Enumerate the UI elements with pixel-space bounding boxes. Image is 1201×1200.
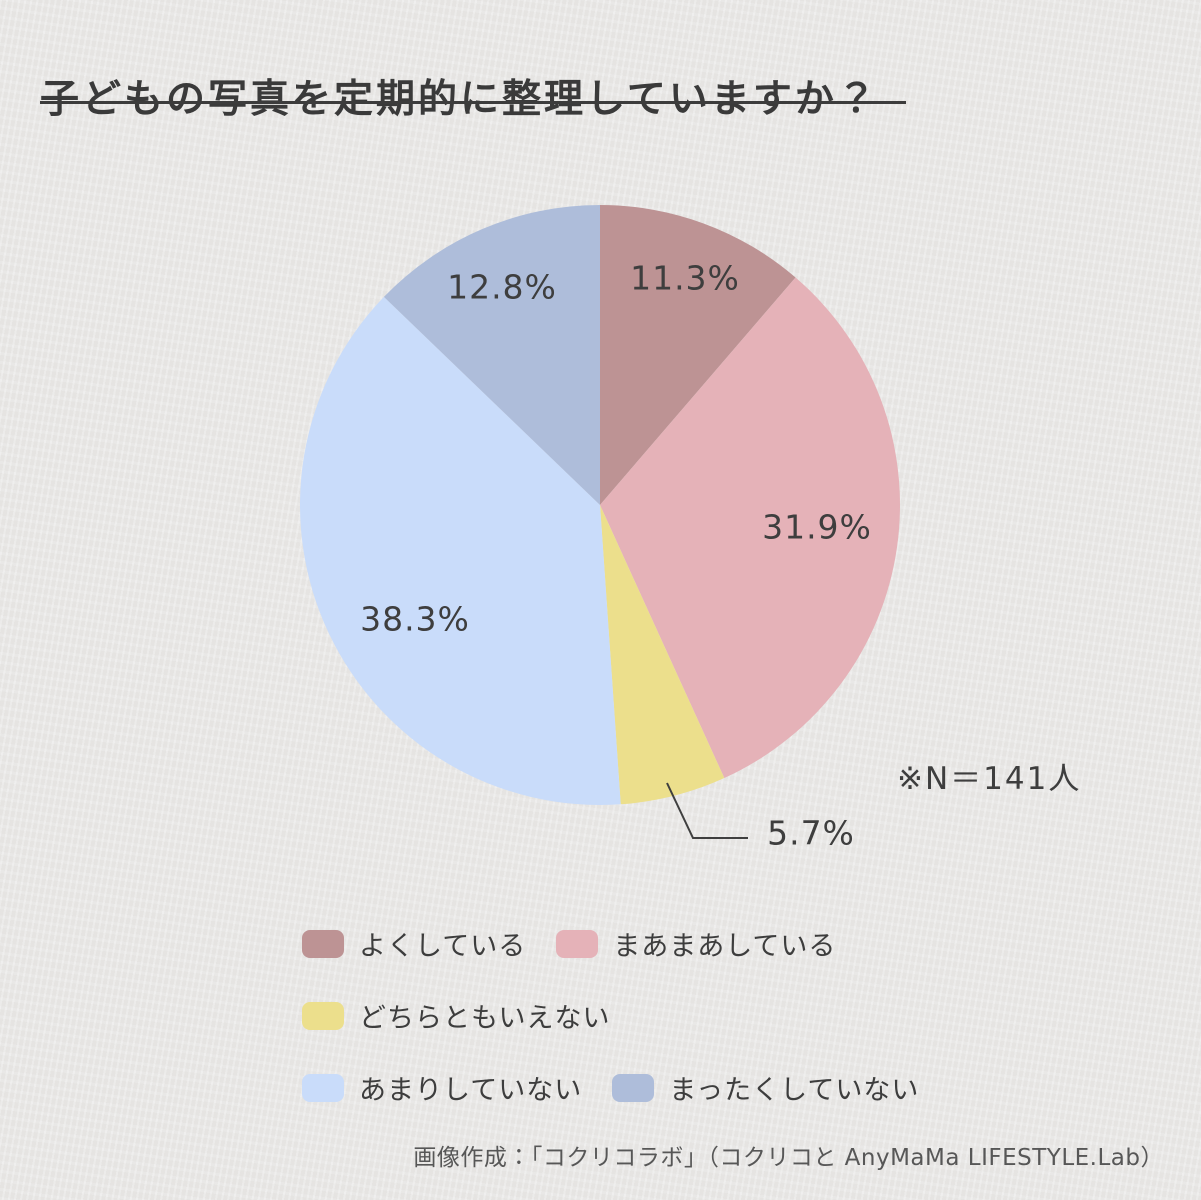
legend-swatch-icon [612,1073,655,1102]
legend-row: あまりしていない まったくしていない [302,1068,919,1107]
page-title: 子どもの写真を定期的に整理していますか？ [40,77,879,123]
footer-credit: 画像作成：「コクリコラボ」（コクリコと AnyMaMa LIFESTYLE.La… [413,1145,1164,1171]
legend-row: どちらともいえない [302,996,919,1035]
pie-slice-0 [600,205,796,505]
legend-row: よくしている まあまあしている [302,924,919,963]
pie-slice-2 [600,505,725,805]
legend-item-1: まあまあしている [556,924,836,963]
legend-swatch-icon [556,929,599,958]
legend-label: まったくしていない [669,1075,920,1106]
slice-value-label-1: 31.9% [762,507,872,547]
slice-value-label-3: 38.3% [360,599,470,639]
legend-item-0: よくしている [302,924,526,963]
legend-item-4: まったくしていない [612,1068,919,1107]
pie-slice-4 [383,205,600,505]
legend-label: よくしている [359,931,527,962]
legend-swatch-icon [302,929,344,958]
pie-chart [300,205,900,839]
legend-swatch-icon [302,1001,344,1030]
pie-slice-3 [300,296,621,805]
sample-size-note: ※N＝141人 [897,761,1082,797]
legend-item-3: あまりしていない [302,1068,582,1107]
pie-slice-1 [600,277,900,779]
slice-value-label-0: 11.3% [630,258,740,298]
legend-label: まあまあしている [613,931,837,962]
slice-value-label-2: 5.7% [767,813,855,853]
slice-leader-line [666,782,748,839]
legend-swatch-icon [302,1073,344,1102]
legend-label: あまりしていない [359,1075,583,1106]
legend-label: どちらともいえない [359,1003,611,1034]
chart-legend: よくしている まあまあしているどちらともいえない あまりしていない まったくしていない [302,924,919,1107]
title-underline [40,101,906,104]
slice-value-label-4: 12.8% [447,267,557,307]
legend-item-2: どちらともいえない [302,996,610,1035]
